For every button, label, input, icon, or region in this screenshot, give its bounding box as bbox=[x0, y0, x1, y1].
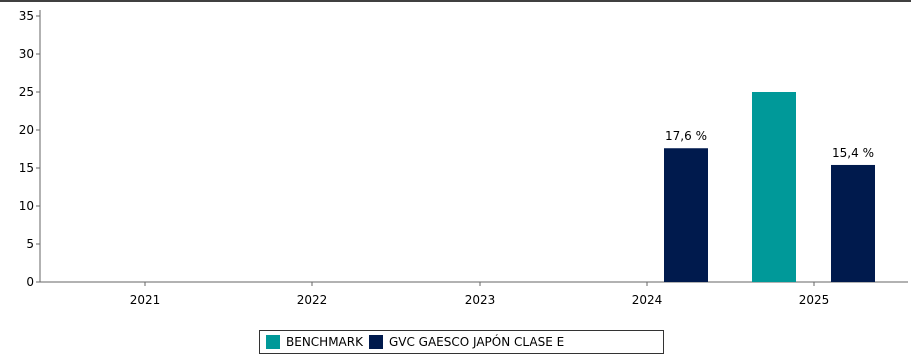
legend-item-benchmark: BENCHMARK bbox=[266, 335, 363, 349]
x-tick-labels: 2021 2022 2023 2024 2025 bbox=[130, 293, 830, 307]
y-tick-label: 15 bbox=[19, 161, 34, 175]
x-tick-label: 2023 bbox=[465, 293, 496, 307]
y-tick-label: 5 bbox=[26, 237, 34, 251]
legend-swatch-fund bbox=[368, 335, 383, 349]
bars bbox=[664, 92, 875, 282]
data-labels: 17,6 % 15,4 % bbox=[665, 129, 874, 160]
x-tick-label: 2021 bbox=[130, 293, 161, 307]
y-tick-label: 25 bbox=[19, 85, 34, 99]
data-label: 15,4 % bbox=[832, 146, 874, 160]
legend-label-fund: GVC GAESCO JAPÓN CLASE E bbox=[388, 335, 565, 349]
chart-axes bbox=[0, 0, 911, 286]
x-tick-label: 2024 bbox=[632, 293, 663, 307]
bar-gvc-gaesco-jap-n-clase-e-2025 bbox=[831, 164, 875, 282]
x-tick-label: 2022 bbox=[297, 293, 328, 307]
y-tick-label: 10 bbox=[19, 199, 34, 213]
legend-swatch-benchmark bbox=[266, 335, 280, 349]
bar-gvc-gaesco-jap-n-clase-e-2024 bbox=[664, 148, 708, 282]
y-tick-labels: 0 5 10 15 20 25 30 35 bbox=[19, 9, 34, 289]
y-tick-label: 30 bbox=[19, 47, 34, 61]
y-tick-label: 35 bbox=[19, 9, 34, 23]
y-tick-label: 0 bbox=[26, 275, 34, 289]
legend: BENCHMARK GVC GAESCO JAPÓN CLASE E bbox=[259, 330, 664, 354]
x-tick-label: 2025 bbox=[799, 293, 830, 307]
y-tick-label: 20 bbox=[19, 123, 34, 137]
legend-label-benchmark: BENCHMARK bbox=[286, 335, 363, 349]
data-label: 17,6 % bbox=[665, 129, 707, 143]
legend-item-fund: GVC GAESCO JAPÓN CLASE E bbox=[368, 335, 565, 349]
bar-benchmark-2025 bbox=[752, 92, 796, 282]
